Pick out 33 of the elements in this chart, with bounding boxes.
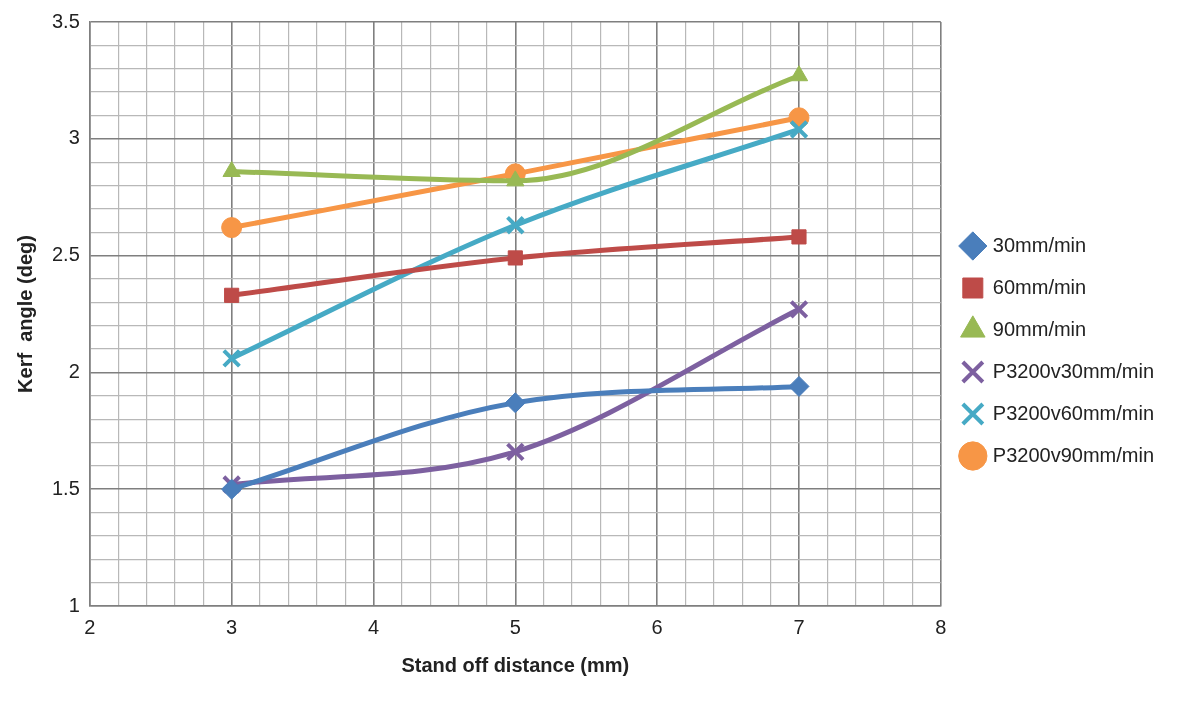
y-tick-label: 1: [68, 593, 80, 616]
point: [221, 348, 242, 369]
legend-label: P3200v60mm/min: [992, 401, 1155, 424]
y-tick-label: 3.5: [51, 9, 80, 32]
x-axis-title: Stand off distance (mm): [401, 653, 630, 676]
x-tick-label: 4: [367, 615, 380, 638]
y-tick-label: 2: [68, 359, 80, 382]
point: [221, 217, 243, 239]
x-tick-label: 3: [226, 615, 238, 638]
point: [224, 287, 240, 303]
x-tick-label: 7: [793, 615, 805, 638]
x-tick-label: 6: [651, 615, 663, 638]
legend-label: 30mm/min: [992, 233, 1087, 256]
point: [504, 392, 526, 414]
x-tick-label: 2: [84, 615, 96, 638]
legend-label: P3200v30mm/min: [992, 359, 1155, 382]
y-tick-label: 3: [68, 126, 80, 149]
point: [507, 250, 523, 266]
x-tick-label: 8: [935, 615, 947, 638]
y-tick-label: 1.5: [51, 476, 80, 499]
x-tick-label: 5: [509, 615, 521, 638]
y-tick-label: 2.5: [51, 243, 80, 266]
legend-label: P3200v90mm/min: [992, 443, 1155, 466]
point: [788, 375, 810, 397]
legend-label: 60mm/min: [992, 275, 1087, 298]
point: [221, 478, 243, 500]
point: [791, 229, 807, 245]
point: [789, 299, 809, 320]
point: [505, 442, 526, 462]
y-axis-title: Kerf angle (deg): [13, 235, 36, 393]
point: [789, 119, 809, 140]
legend-label: 90mm/min: [992, 317, 1087, 340]
point: [505, 215, 526, 236]
